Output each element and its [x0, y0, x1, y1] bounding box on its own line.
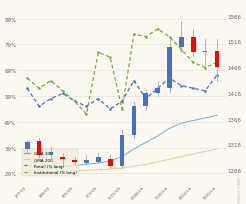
Bar	[191, 38, 196, 53]
Bar	[108, 159, 113, 166]
Bar	[132, 107, 136, 135]
Bar	[37, 142, 41, 156]
Bar	[96, 158, 101, 162]
Bar	[167, 48, 172, 89]
Bar	[215, 51, 219, 68]
Bar	[48, 152, 53, 156]
Bar	[143, 94, 148, 107]
Text: WEEKLY CHART: WEEKLY CHART	[238, 175, 242, 202]
Bar	[72, 161, 77, 162]
Bar	[155, 89, 160, 94]
Bar	[179, 38, 184, 48]
Legend: GMA 100, GMA 200, Retail (% long), Institutional (% long): GMA 100, GMA 200, Retail (% long), Insti…	[22, 149, 78, 176]
Bar	[203, 51, 207, 53]
Bar	[84, 161, 89, 163]
Bar	[25, 143, 30, 149]
Bar	[60, 157, 65, 159]
Bar	[120, 135, 124, 166]
